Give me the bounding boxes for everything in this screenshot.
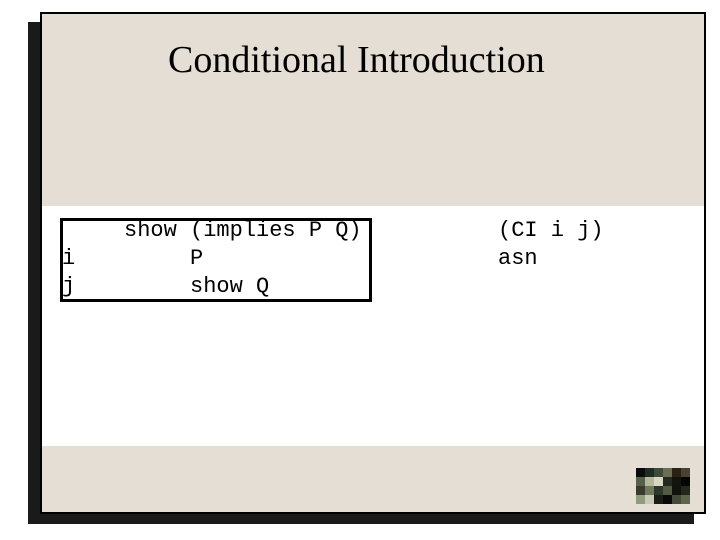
decor-pixel bbox=[663, 486, 672, 495]
decor-pixel bbox=[654, 468, 663, 477]
subproof-box bbox=[60, 218, 372, 302]
decor-pixel bbox=[636, 477, 645, 486]
slide-stage: Conditional Introduction i j show (impli… bbox=[0, 0, 720, 540]
decor-pixel bbox=[663, 495, 672, 504]
decor-pixel bbox=[663, 477, 672, 486]
decor-pixel bbox=[672, 468, 681, 477]
decor-pixel bbox=[654, 495, 663, 504]
decor-pixel bbox=[681, 468, 690, 477]
decor-pixel bbox=[672, 477, 681, 486]
justification-ci: (CI i j) bbox=[498, 218, 604, 243]
decor-pixel bbox=[681, 495, 690, 504]
decor-pixel bbox=[636, 468, 645, 477]
decor-pixel bbox=[681, 486, 690, 495]
decor-pixel bbox=[645, 486, 654, 495]
decor-pixel bbox=[654, 477, 663, 486]
slide-title: Conditional Introduction bbox=[168, 38, 545, 82]
decor-pixel bbox=[636, 495, 645, 504]
decor-pixel bbox=[654, 486, 663, 495]
decor-pixel bbox=[645, 468, 654, 477]
decor-pixel bbox=[645, 477, 654, 486]
decor-pixel bbox=[663, 468, 672, 477]
decor-pixel bbox=[672, 495, 681, 504]
decor-pixel bbox=[681, 477, 690, 486]
decor-pixel bbox=[645, 495, 654, 504]
decorative-thumbnail bbox=[636, 468, 690, 504]
decor-pixel bbox=[636, 486, 645, 495]
justification-asn: asn bbox=[498, 246, 538, 271]
decor-pixel bbox=[672, 486, 681, 495]
